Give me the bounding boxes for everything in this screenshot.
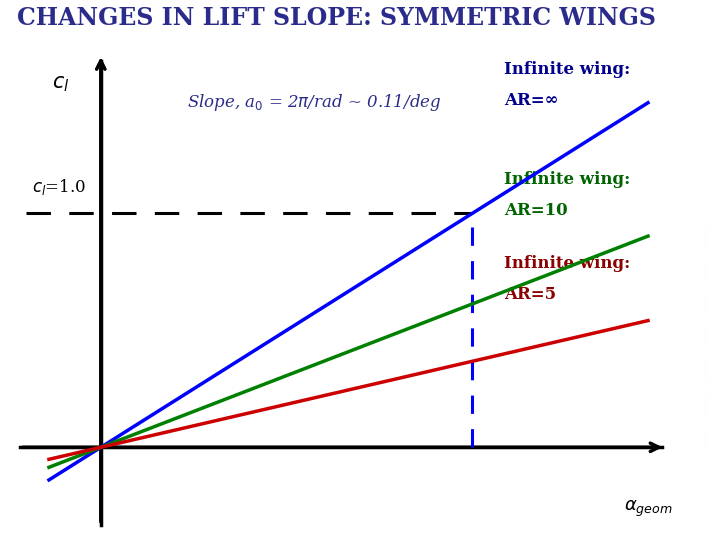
Text: Infinite wing:: Infinite wing: xyxy=(504,255,630,272)
Text: AR=5: AR=5 xyxy=(504,286,556,303)
Text: $\alpha_{geom}$: $\alpha_{geom}$ xyxy=(624,499,672,519)
Text: AR=∞: AR=∞ xyxy=(504,92,559,109)
Text: $c_l$: $c_l$ xyxy=(52,75,69,94)
Text: Slope, a$_0$ = 2$\pi$/rad ~ 0.11/deg: Slope, a$_0$ = 2$\pi$/rad ~ 0.11/deg xyxy=(187,92,441,113)
Text: Infinite wing:: Infinite wing: xyxy=(504,171,630,188)
Text: Infinite wing:: Infinite wing: xyxy=(504,61,630,78)
Text: $c_l$=1.0: $c_l$=1.0 xyxy=(32,177,86,197)
Text: AR=10: AR=10 xyxy=(504,201,567,219)
Text: CHANGES IN LIFT SLOPE: SYMMETRIC WINGS: CHANGES IN LIFT SLOPE: SYMMETRIC WINGS xyxy=(17,5,656,30)
